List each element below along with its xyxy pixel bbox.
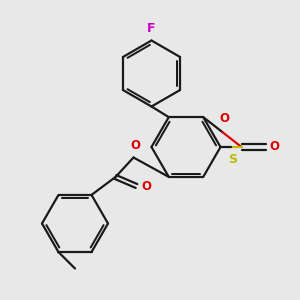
- Text: O: O: [220, 112, 230, 125]
- Text: O: O: [130, 139, 140, 152]
- Text: S: S: [228, 153, 237, 166]
- Text: F: F: [147, 22, 156, 35]
- Text: O: O: [141, 179, 151, 193]
- Text: O: O: [269, 140, 279, 154]
